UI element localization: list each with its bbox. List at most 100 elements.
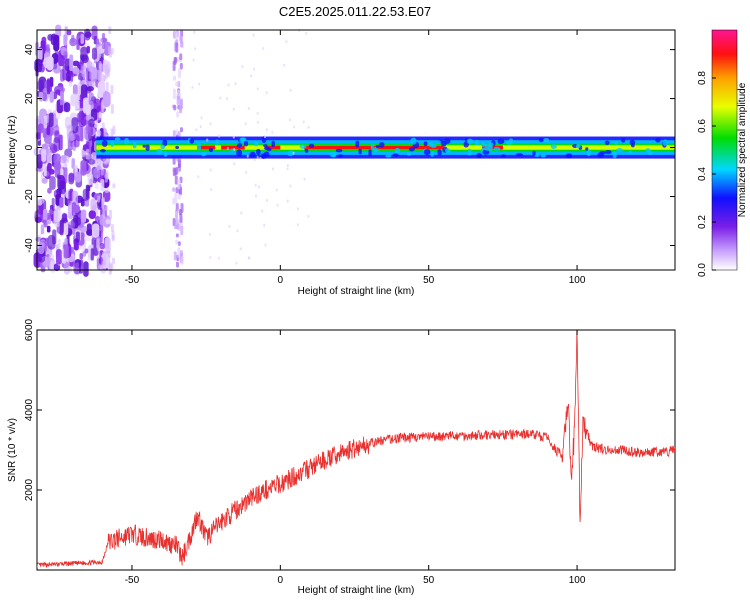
spectrogram-cell — [516, 153, 523, 157]
spectrogram-y-tick-label: 20 — [24, 93, 35, 105]
spectrogram-cell — [612, 151, 617, 158]
spectrogram-cell — [175, 239, 179, 245]
spectrogram-cell — [47, 187, 52, 194]
spectrogram-cell — [89, 66, 96, 81]
spectrogram-cell — [172, 187, 176, 192]
spectrogram-cell — [256, 156, 259, 160]
snr-x-ticks: -50 0 50 100 — [125, 330, 586, 586]
spectrogram-cell — [76, 35, 80, 51]
spectrogram-cell — [263, 135, 266, 139]
spectrogram-cell — [54, 130, 60, 144]
spectrogram-cell — [259, 156, 262, 160]
spectrogram-cell — [66, 29, 72, 36]
spectrogram-cell — [47, 162, 52, 172]
spectrogram-cell — [100, 166, 104, 176]
spectrogram-cell — [111, 234, 115, 242]
spectrogram-cell — [226, 97, 229, 101]
spectrogram-cell — [304, 148, 309, 153]
spectrogram-cell — [191, 85, 194, 89]
spectrogram-cell — [91, 25, 98, 41]
spectrogram-cell — [175, 42, 179, 53]
spectrogram-cell — [179, 213, 183, 223]
spectrogram-cell — [98, 111, 102, 119]
spectrogram-cell — [466, 138, 474, 144]
spectrogram-cell — [193, 30, 196, 34]
spectrogram-cell — [209, 232, 212, 236]
spectrogram-cell — [47, 34, 54, 41]
spectrogram-cell — [239, 247, 242, 251]
spectrogram-cell — [283, 63, 286, 67]
spectrogram-cell — [239, 137, 245, 143]
spectrogram-cell — [180, 41, 184, 48]
spectrogram-cell — [179, 34, 183, 42]
spectrogram-cell — [71, 117, 79, 134]
spectrogram-cell — [200, 116, 203, 120]
spectrogram-peak — [265, 145, 281, 150]
spectrogram-cell — [233, 147, 236, 151]
spectrogram-cell — [98, 71, 102, 82]
spectrogram-cell — [90, 248, 94, 261]
spectrogram-cell — [385, 154, 392, 158]
spectrogram-cell — [96, 44, 100, 50]
spectrogram-cell — [209, 255, 212, 259]
spectrogram-cell — [51, 197, 55, 211]
spectrogram-cell — [172, 167, 176, 177]
spectrogram-cell — [199, 125, 202, 129]
spectrogram-cell — [172, 130, 176, 137]
spectrogram-cell — [160, 144, 166, 150]
spectrogram-cell — [655, 137, 661, 143]
spectrogram-cell — [59, 219, 64, 236]
spectrogram-cell — [476, 152, 482, 159]
spectrogram-cell — [175, 81, 179, 87]
spectrogram-cell — [98, 60, 102, 70]
spectrogram-cell — [95, 229, 99, 238]
spectrogram-cell — [253, 67, 256, 71]
spectrogram-cell — [506, 140, 513, 145]
spectrogram-cell — [105, 170, 109, 180]
spectrogram-cell — [40, 224, 45, 235]
spectrogram-cell — [276, 203, 279, 207]
spectrogram-cell — [63, 102, 71, 113]
spectrogram-cell — [244, 122, 247, 126]
spectrogram-y-tick-label: -20 — [24, 189, 35, 204]
spectrogram-cell — [370, 144, 374, 150]
spectrogram-cell — [172, 217, 176, 227]
spectrogram-cell — [93, 167, 101, 179]
spectrogram-y-tick-label: 0 — [24, 144, 35, 150]
spectrogram-cell — [88, 210, 96, 220]
spectrogram-cell — [100, 101, 104, 113]
spectrogram-cell — [586, 149, 591, 155]
spectrogram-cell — [271, 167, 274, 171]
spectrogram-cell — [647, 150, 653, 156]
spectrogram-cell — [50, 261, 54, 271]
spectrogram-cell — [42, 208, 48, 221]
spectrogram-cell — [105, 81, 109, 92]
spectrogram-cell — [37, 199, 43, 206]
spectrogram-cell — [289, 118, 292, 122]
spectrogram-cell — [289, 88, 292, 92]
spectrogram-cell — [100, 149, 106, 153]
spectrogram-cell — [82, 188, 89, 202]
spectrogram-cell — [232, 107, 235, 111]
spectrogram-cell — [236, 229, 239, 233]
spectrogram-cell — [263, 146, 271, 150]
spectrogram-cell — [71, 158, 75, 169]
spectrogram-cell — [565, 153, 573, 159]
spectrogram-cell — [271, 140, 275, 148]
spectrogram-cell — [59, 180, 66, 195]
spectrogram-cell — [338, 154, 343, 158]
spectrogram-cell — [262, 46, 265, 50]
spectrogram-cell — [175, 261, 179, 268]
spectrogram-cell — [493, 146, 501, 151]
spectrogram-cell — [176, 95, 180, 106]
spectrogram-cell — [97, 195, 101, 203]
spectrogram-cell — [69, 54, 74, 72]
spectrogram-cell — [176, 223, 180, 230]
spectrogram-cell — [177, 241, 181, 246]
spectrogram-cell — [430, 151, 434, 157]
spectrogram-cell — [243, 140, 249, 147]
spectrogram-cell — [105, 205, 109, 211]
spectrogram-cell — [162, 139, 168, 147]
spectrogram-cell — [392, 153, 399, 157]
spectrogram-cell — [173, 224, 177, 230]
